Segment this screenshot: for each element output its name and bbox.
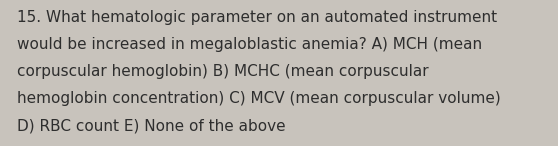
Text: 15. What hematologic parameter on an automated instrument: 15. What hematologic parameter on an aut…: [17, 10, 497, 25]
Text: hemoglobin concentration) C) MCV (mean corpuscular volume): hemoglobin concentration) C) MCV (mean c…: [17, 91, 501, 106]
Text: would be increased in megaloblastic anemia? A) MCH (mean: would be increased in megaloblastic anem…: [17, 37, 482, 52]
Text: D) RBC count E) None of the above: D) RBC count E) None of the above: [17, 118, 285, 133]
Text: corpuscular hemoglobin) B) MCHC (mean corpuscular: corpuscular hemoglobin) B) MCHC (mean co…: [17, 64, 429, 79]
